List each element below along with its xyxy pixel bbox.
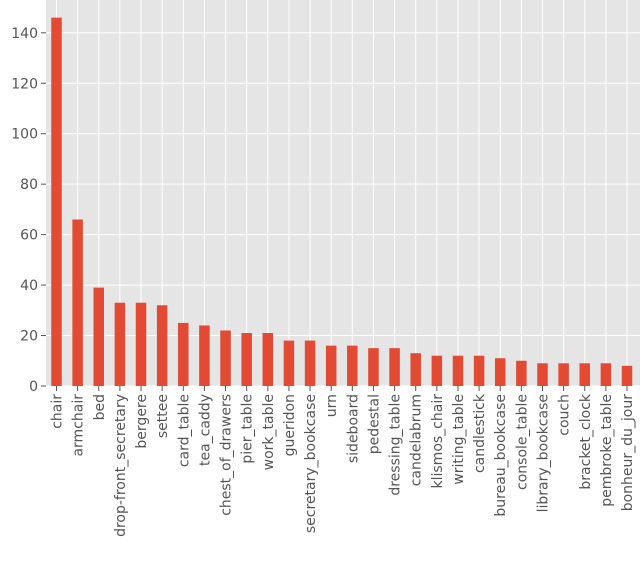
x-tick-label: candelabrum bbox=[409, 394, 425, 486]
bar-chair bbox=[51, 17, 62, 387]
bar-klismos_chair bbox=[431, 355, 443, 386]
x-tick-label: card_table bbox=[176, 394, 192, 467]
bars bbox=[51, 17, 633, 387]
x-tick-label: urn bbox=[324, 394, 340, 417]
bar-urn bbox=[325, 345, 337, 386]
y-tick-label: 60 bbox=[20, 228, 38, 244]
x-tick-label: drop-front_secretary bbox=[113, 394, 129, 537]
bar-armchair bbox=[72, 219, 83, 386]
x-tick-label: pembroke_table bbox=[599, 394, 615, 507]
bar-bracket_clock bbox=[579, 363, 590, 386]
x-tick-label: bureau_bookcase bbox=[493, 394, 509, 517]
y-tick-label: 0 bbox=[29, 379, 38, 395]
bar-bergere bbox=[135, 302, 147, 386]
bar-gueridon bbox=[283, 340, 295, 386]
bar-pembroke_table bbox=[600, 363, 612, 386]
x-tick-label: settee bbox=[155, 394, 171, 438]
x-tick-label: chest_of_drawers bbox=[219, 394, 235, 516]
x-tick-label: library_bookcase bbox=[535, 394, 551, 512]
x-tick-label: bracket_clock bbox=[578, 393, 594, 489]
bar-sideboard bbox=[347, 345, 358, 386]
x-tick-label: gueridon bbox=[282, 394, 298, 456]
x-tick-label: bed bbox=[92, 394, 108, 420]
x-tick-label: sideboard bbox=[345, 394, 361, 463]
bar-pier_table bbox=[241, 333, 252, 386]
x-tick-label: armchair bbox=[71, 394, 87, 457]
bar-bonheur_du_jour bbox=[621, 365, 633, 386]
bar-couch bbox=[558, 363, 569, 386]
x-tick-label: candlestick bbox=[472, 393, 488, 473]
x-tick-label: console_table bbox=[514, 394, 530, 490]
bar-candlestick bbox=[473, 355, 485, 386]
x-tick-label: tea_caddy bbox=[197, 394, 213, 466]
bar-card_table bbox=[178, 322, 189, 386]
x-tick-label: bergere bbox=[134, 394, 150, 449]
x-axis-ticks: chair armchair bed drop-front_secretary berg… bbox=[50, 386, 636, 537]
bar-tea_caddy bbox=[199, 325, 210, 386]
bar-secretary_bookcase bbox=[304, 340, 316, 386]
y-tick-label: 100 bbox=[11, 127, 38, 143]
bar-bureau_bookcase bbox=[494, 358, 506, 386]
y-tick-label: 120 bbox=[11, 76, 38, 92]
y-tick-label: 140 bbox=[11, 26, 38, 42]
bar-candelabrum bbox=[410, 353, 421, 386]
x-tick-label: bonheur_du_jour bbox=[620, 394, 636, 512]
y-tick-label: 20 bbox=[20, 329, 38, 345]
y-tick-label: 40 bbox=[20, 278, 38, 294]
bar-bed bbox=[93, 287, 105, 386]
bar-pedestal bbox=[368, 348, 379, 386]
x-tick-label: secretary_bookcase bbox=[303, 394, 319, 533]
bar-console_table bbox=[516, 360, 527, 386]
x-tick-label: writing_table bbox=[451, 394, 467, 485]
y-tick-label: 80 bbox=[20, 177, 38, 193]
bar-dressing_table bbox=[389, 348, 400, 386]
x-tick-label: pier_table bbox=[240, 394, 256, 464]
x-tick-label: chair bbox=[50, 394, 66, 429]
bar-work_table bbox=[262, 333, 274, 386]
bar-writing_table bbox=[452, 355, 464, 386]
bar-chest_of_drawers bbox=[220, 330, 231, 386]
y-axis-ticks: 0 20 40 60 80 100 120 140 bbox=[11, 26, 46, 395]
bar-settee bbox=[156, 305, 168, 386]
x-tick-label: pedestal bbox=[366, 394, 382, 454]
x-tick-label: work_table bbox=[261, 394, 277, 470]
x-tick-label: dressing_table bbox=[388, 394, 404, 496]
x-tick-label: klismos_chair bbox=[430, 394, 446, 489]
bar-drop-front_secretary bbox=[114, 302, 126, 386]
plot-area bbox=[46, 0, 640, 386]
bar-library_bookcase bbox=[537, 363, 548, 386]
x-tick-label: couch bbox=[557, 394, 573, 436]
